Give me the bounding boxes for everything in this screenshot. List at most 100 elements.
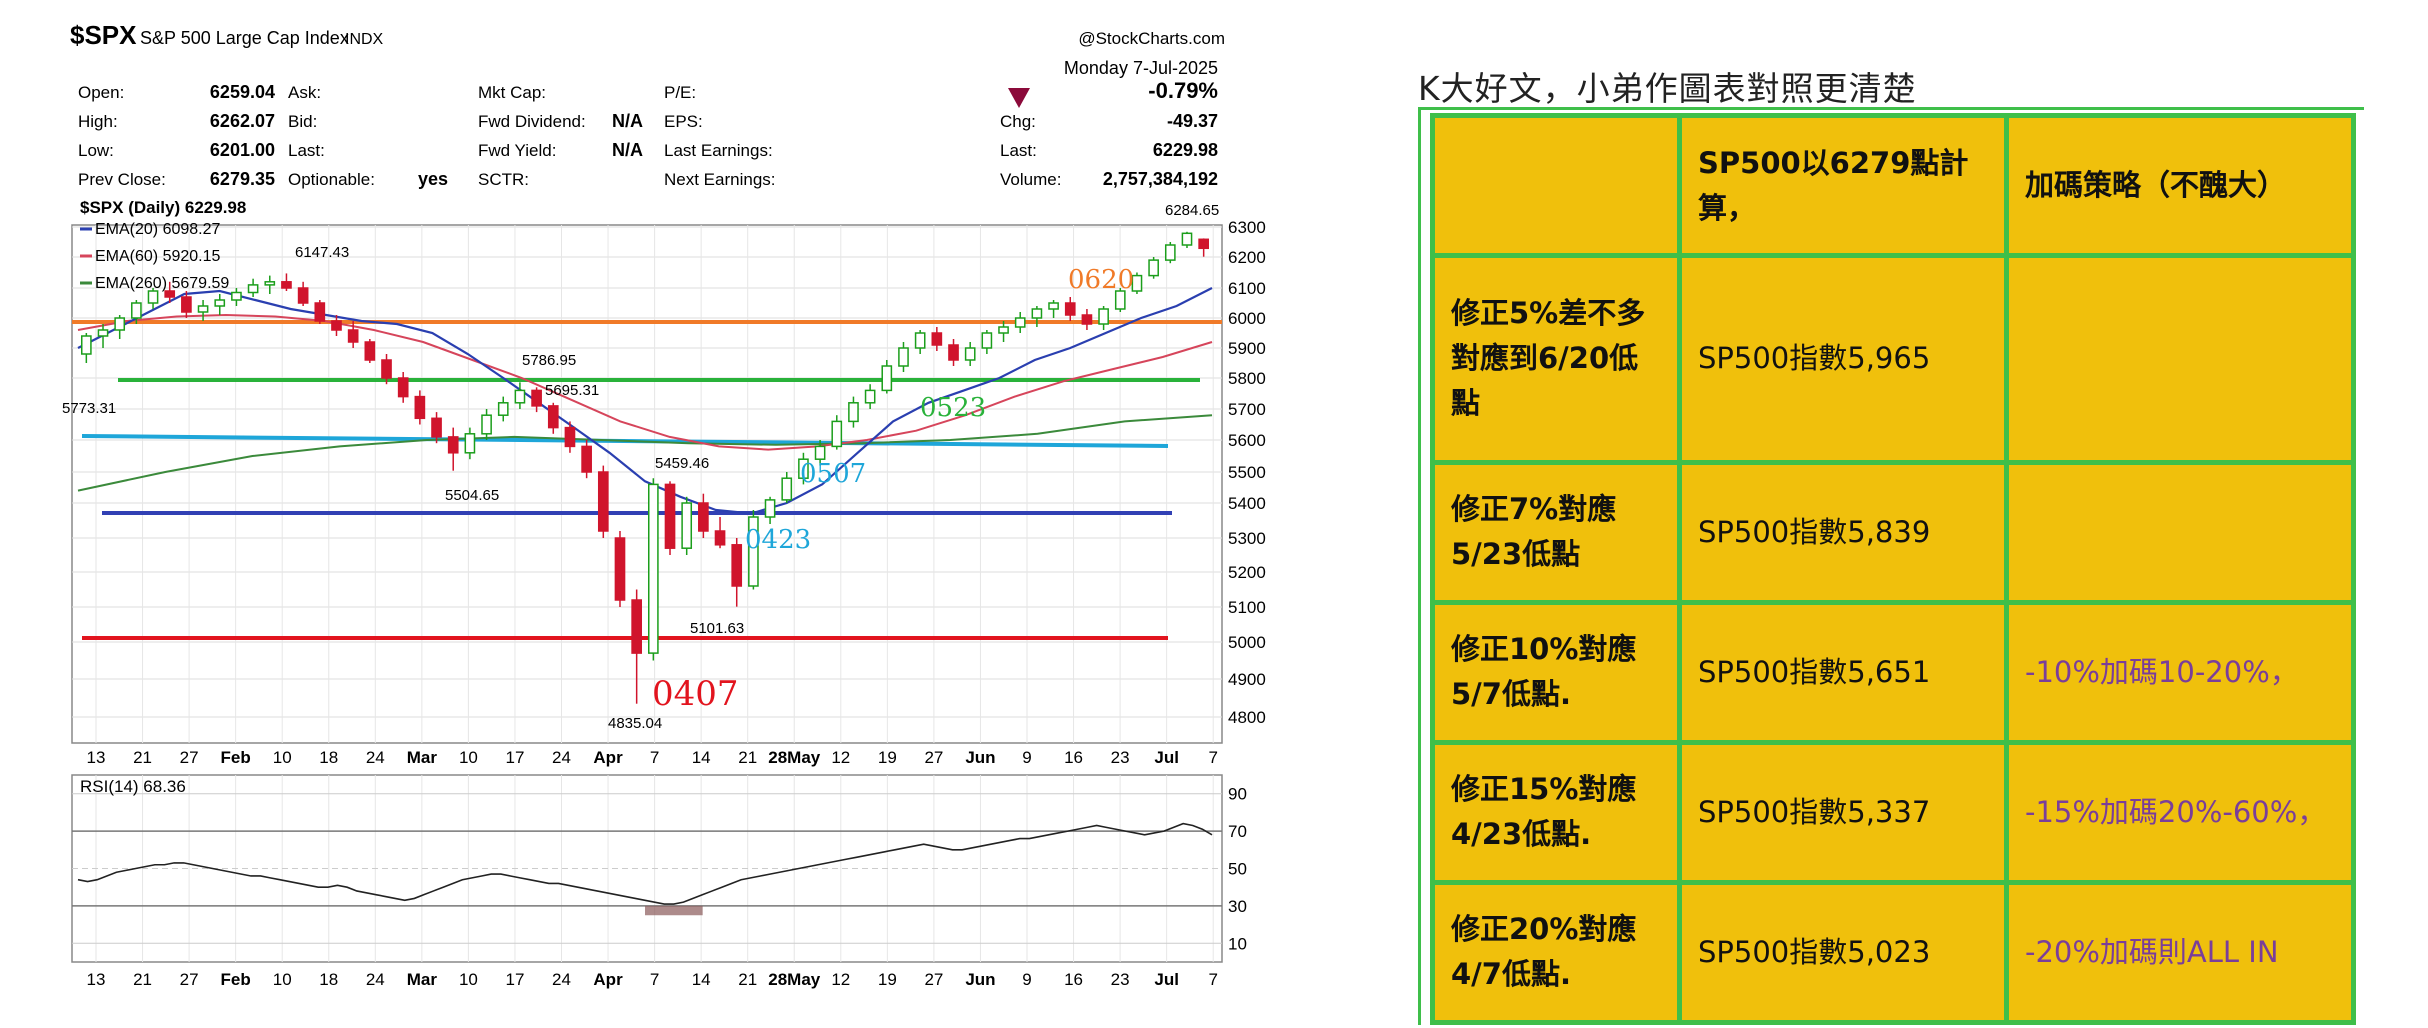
candle-body (514, 389, 526, 404)
x-tick-label: 28May (768, 748, 821, 767)
candle-body (1148, 259, 1159, 277)
candle-body (214, 299, 226, 307)
rsi-tick-label: 50 (1228, 860, 1247, 879)
exchange: INDX (345, 31, 384, 48)
y-tick-label: 5700 (1228, 400, 1266, 419)
x-tick-label: 7 (1208, 748, 1217, 767)
date-annotation: 0407 (652, 674, 739, 714)
candle-body (197, 305, 209, 313)
candle-body (881, 365, 893, 392)
candle-body (681, 502, 693, 549)
header-field-value: N/A (612, 111, 643, 131)
price-annotation: 5459.46 (655, 455, 709, 472)
price-annotation: 5786.95 (522, 352, 576, 369)
header-field-label: Last Earnings: (664, 141, 773, 160)
table-row: 修正20%對應4/7低點. SP500指數5,023 -20%加碼則ALL IN (1430, 879, 2356, 1026)
table-row: 修正10%對應5/7低點. SP500指數5,651 -10%加碼10-20%， (1430, 599, 2356, 745)
candle-body (964, 347, 976, 361)
candle-body (397, 377, 409, 398)
y-tick-label: 6300 (1228, 218, 1266, 237)
x-tick-label: 27 (180, 970, 199, 989)
x-tick-label: Mar (407, 970, 438, 989)
stock-chart: $SPX S&P 500 Large Cap Index INDX @Stock… (62, 20, 1266, 989)
candle-body (614, 537, 626, 601)
x-tick-label: 16 (1064, 748, 1083, 767)
x-tick-label: 9 (1022, 970, 1031, 989)
x-tick-label: 9 (1022, 748, 1031, 767)
brand: @StockCharts.com (1078, 29, 1225, 48)
candle-body (648, 483, 659, 654)
table-row: 修正15%對應4/23低點. SP500指數5,337 -15%加碼20%-60… (1430, 739, 2356, 885)
chart-header: $SPX S&P 500 Large Cap Index INDX @Stock… (70, 20, 1225, 189)
x-tick-label: 18 (319, 748, 338, 767)
candle-body (381, 359, 392, 379)
header-field-label: Fwd Dividend: (478, 112, 586, 131)
strategy-table: SP500以6279點計算， 加碼策略（不醜大） 修正5%差不多對應到6/20低… (1430, 112, 2356, 1026)
table-cell: SP500指數5,651 (1677, 599, 2009, 745)
candle-body (447, 436, 459, 454)
x-tick-label: 10 (459, 748, 478, 767)
candle-body (831, 420, 843, 448)
candle-body (698, 502, 709, 532)
legend-ema60: EMA(60) 5920.15 (95, 248, 221, 265)
candle-body (814, 445, 826, 460)
header-field-label: Fwd Yield: (478, 141, 556, 160)
candle-body (414, 395, 426, 420)
header-field-value: -49.37 (1167, 111, 1218, 131)
candle-body (481, 414, 492, 435)
candle-body (564, 426, 576, 448)
x-tick-label: 12 (831, 970, 850, 989)
table-cell: -10%加碼10-20%， (2004, 599, 2356, 745)
candle-body (631, 599, 642, 654)
x-tick-label: Mar (407, 748, 438, 767)
table-cell: 修正20%對應4/7低點. (1430, 879, 1682, 1026)
left-border (1418, 107, 1421, 1025)
x-tick-label: 24 (366, 748, 385, 767)
candle-body (714, 530, 726, 546)
x-tick-label: 10 (459, 970, 478, 989)
rsi-tick-label: 70 (1228, 822, 1247, 841)
table-cell: -20%加碼則ALL IN (2004, 879, 2356, 1026)
y-tick-label: 5900 (1228, 339, 1266, 358)
x-tick-label: Jul (1154, 748, 1179, 767)
x-tick-label: Apr (593, 748, 623, 767)
candle-body (898, 347, 909, 367)
x-tick-label: 24 (366, 970, 385, 989)
header-field-value: N/A (612, 140, 643, 160)
x-tick-label: 14 (692, 970, 711, 989)
header-field-label: Last: (288, 141, 325, 160)
price-annotation: 5101.63 (690, 620, 744, 637)
x-tick-label: 7 (1208, 970, 1217, 989)
rsi-tick-label: 30 (1228, 897, 1247, 916)
x-tick-label: 19 (878, 970, 897, 989)
header-field-label: Next Earnings: (664, 170, 776, 189)
candle-body (147, 290, 159, 304)
candle-body (998, 326, 1009, 334)
candle-body (1198, 238, 1209, 250)
table-cell (1430, 112, 1682, 259)
candle-body (581, 445, 592, 473)
candle-body (347, 329, 359, 343)
header-field-label: High: (78, 112, 118, 131)
x-tick-label: 17 (505, 970, 524, 989)
header-field-value: 6229.98 (1153, 140, 1218, 160)
candle-body (1048, 302, 1059, 310)
table-cell: SP500指數5,839 (1677, 459, 2009, 605)
rsi-line (77, 822, 1213, 905)
candle-body (914, 332, 926, 349)
candle-body (1064, 302, 1076, 316)
candle-body (547, 405, 559, 429)
title-underline (1418, 107, 2364, 110)
y-tick-label: 5500 (1228, 463, 1266, 482)
y-tick-label: 5100 (1228, 598, 1266, 617)
header-field-label: Ask: (288, 83, 321, 102)
y-tick-label: 5200 (1228, 563, 1266, 582)
date-annotation: 0523 (920, 393, 986, 423)
price-annotation: 6147.43 (295, 244, 349, 261)
candle-body (164, 290, 176, 298)
candle-body (1131, 274, 1143, 292)
rsi-tick-label: 90 (1228, 785, 1247, 804)
price-panel (71, 224, 1223, 744)
symbol: $SPX (70, 20, 137, 50)
candle-body (798, 458, 809, 479)
